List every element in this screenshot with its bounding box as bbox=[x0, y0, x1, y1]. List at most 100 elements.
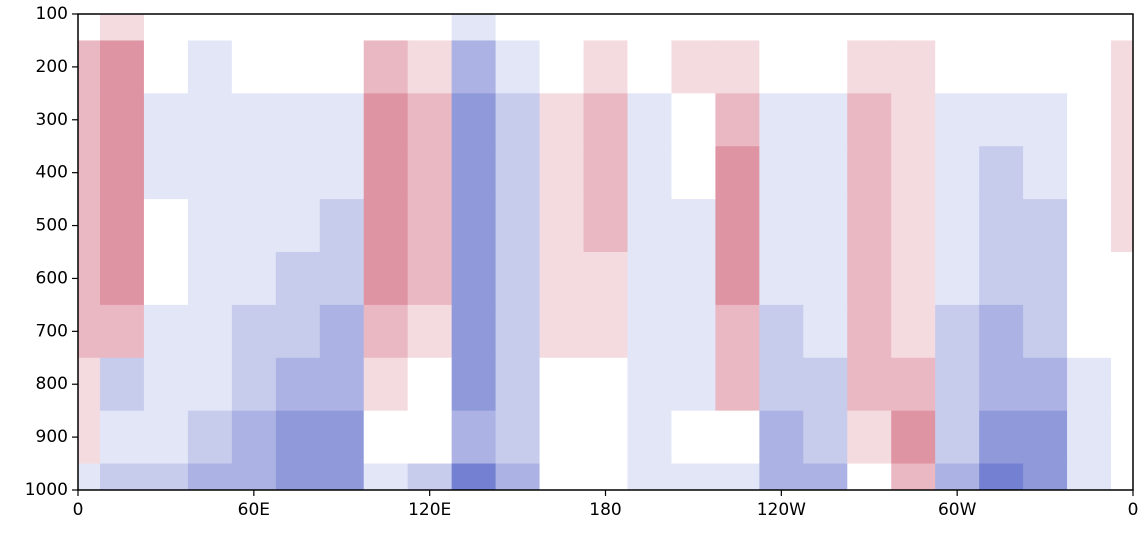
contour-cell bbox=[935, 252, 980, 306]
contour-cell bbox=[891, 40, 936, 94]
contour-cell bbox=[847, 357, 892, 412]
contour-cell bbox=[803, 199, 848, 253]
contour-cell bbox=[495, 357, 541, 412]
contour-cell bbox=[539, 304, 585, 359]
contour-cell bbox=[891, 463, 936, 490]
contour-cell bbox=[187, 252, 233, 306]
contour-cell bbox=[759, 463, 804, 490]
contour-cell bbox=[715, 304, 760, 359]
contour-cell bbox=[539, 410, 585, 465]
contour-cell bbox=[78, 146, 101, 200]
contour-cell bbox=[891, 304, 936, 359]
contour-cell bbox=[847, 252, 892, 306]
contour-cell bbox=[363, 463, 409, 490]
contour-cell bbox=[78, 410, 101, 465]
contour-cell bbox=[847, 410, 892, 465]
contour-cell bbox=[451, 93, 497, 147]
contour-cell bbox=[1111, 146, 1133, 200]
contour-cell bbox=[671, 410, 716, 465]
contour-cell bbox=[451, 40, 497, 94]
contour-cell bbox=[143, 199, 189, 253]
contour-cell bbox=[99, 304, 145, 359]
y-tick-label: 200 bbox=[36, 57, 68, 77]
contour-cell bbox=[143, 93, 189, 147]
contour-cell bbox=[451, 252, 497, 306]
contour-cell bbox=[627, 14, 672, 41]
x-tick-label: 120E bbox=[408, 500, 451, 520]
contour-cell bbox=[935, 357, 980, 412]
contour-cell bbox=[935, 93, 980, 147]
contour-cell bbox=[1111, 199, 1133, 253]
contour-cell bbox=[627, 146, 672, 200]
contour-cell bbox=[363, 304, 409, 359]
contour-cell bbox=[231, 40, 277, 94]
contour-cell bbox=[1023, 304, 1068, 359]
contour-cell bbox=[1067, 199, 1112, 253]
contour-cell bbox=[143, 146, 189, 200]
contour-cell bbox=[935, 199, 980, 253]
contour-cell bbox=[78, 252, 101, 306]
contour-cell bbox=[78, 463, 101, 490]
contour-cell bbox=[495, 304, 541, 359]
contour-cell bbox=[187, 410, 233, 465]
contour-cell bbox=[715, 199, 760, 253]
contour-cell bbox=[99, 40, 145, 94]
contour-cell bbox=[275, 14, 321, 41]
contour-cell bbox=[671, 463, 716, 490]
contour-cell bbox=[319, 252, 365, 306]
contour-cell bbox=[715, 252, 760, 306]
contour-cell bbox=[627, 252, 672, 306]
contour-cell bbox=[935, 304, 980, 359]
contour-cell bbox=[583, 463, 628, 490]
contour-cell bbox=[803, 40, 848, 94]
contour-cell bbox=[1111, 463, 1133, 490]
contour-cell bbox=[1023, 146, 1068, 200]
contour-cell bbox=[451, 14, 497, 41]
contour-cell bbox=[407, 304, 453, 359]
contour-cell bbox=[627, 93, 672, 147]
contour-cell bbox=[979, 146, 1024, 200]
contour-cell bbox=[627, 410, 672, 465]
contour-cell bbox=[671, 357, 716, 412]
contour-cell bbox=[319, 304, 365, 359]
contour-cell bbox=[759, 410, 804, 465]
contour-cell bbox=[319, 40, 365, 94]
contour-cell bbox=[319, 146, 365, 200]
contour-cell bbox=[671, 93, 716, 147]
contour-cell bbox=[187, 357, 233, 412]
contour-cell bbox=[627, 40, 672, 94]
contour-cell bbox=[231, 14, 277, 41]
contour-cell bbox=[143, 252, 189, 306]
contour-cell bbox=[583, 252, 628, 306]
contour-cell bbox=[1111, 357, 1133, 412]
contour-cell bbox=[759, 357, 804, 412]
contour-cell bbox=[407, 14, 453, 41]
contour-cell bbox=[1023, 463, 1068, 490]
contour-cell bbox=[407, 146, 453, 200]
y-tick-label: 700 bbox=[36, 321, 68, 341]
contour-cell bbox=[187, 304, 233, 359]
contour-cell bbox=[1023, 199, 1068, 253]
contour-cell bbox=[363, 252, 409, 306]
contour-cell bbox=[231, 199, 277, 253]
contour-cell bbox=[715, 14, 760, 41]
contour-cell bbox=[231, 410, 277, 465]
contour-cell bbox=[539, 14, 585, 41]
contour-cell bbox=[1023, 40, 1068, 94]
contour-cell bbox=[715, 40, 760, 94]
contour-cell bbox=[847, 146, 892, 200]
contour-cell bbox=[847, 93, 892, 147]
contour-cell bbox=[78, 93, 101, 147]
contour-cell bbox=[407, 252, 453, 306]
contour-cell bbox=[1111, 40, 1133, 94]
contour-cell bbox=[891, 410, 936, 465]
contour-cell bbox=[407, 410, 453, 465]
contour-cell bbox=[78, 14, 101, 41]
contour-cell bbox=[803, 304, 848, 359]
contour-cell bbox=[759, 304, 804, 359]
contour-cell bbox=[495, 252, 541, 306]
contour-cell bbox=[78, 357, 101, 412]
contour-cell bbox=[1023, 93, 1068, 147]
y-tick-label: 500 bbox=[36, 216, 68, 236]
contour-cell bbox=[1111, 410, 1133, 465]
